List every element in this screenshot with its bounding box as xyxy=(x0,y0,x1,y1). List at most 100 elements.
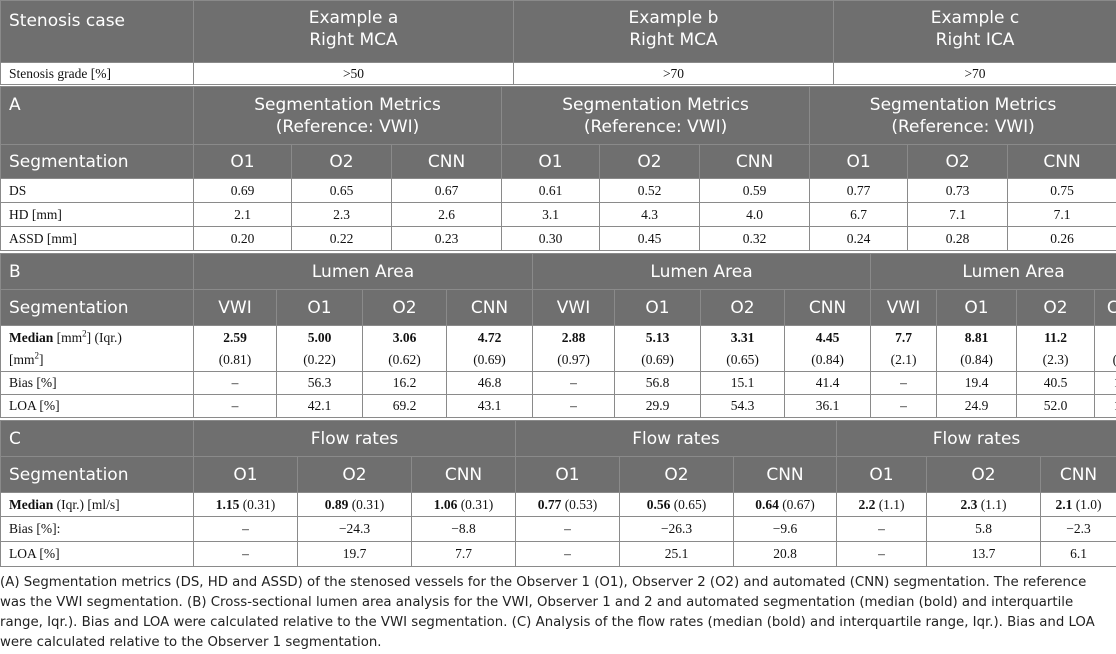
iqr-value: (0.84) xyxy=(811,351,844,367)
iqr-value: (0.69) xyxy=(641,351,674,367)
table-cell: – xyxy=(193,394,277,418)
table-cell: −9.6 xyxy=(733,516,837,542)
group-title-line1: Segmentation Metrics xyxy=(869,94,1057,115)
median-value: 1.06 xyxy=(433,496,458,512)
median-unit-tail: ] (Iqr.) xyxy=(86,329,122,345)
column-header-o2: O2 xyxy=(907,144,1009,179)
median-cell: 4.72 (0.69) xyxy=(445,325,534,372)
caption-c-letter: C xyxy=(516,615,527,630)
segmentation-label: Segmentation xyxy=(0,456,194,493)
table-cell: 36.1 xyxy=(784,394,872,418)
table-cell: 0.65 xyxy=(291,178,392,203)
table-cell: 0.20 xyxy=(193,226,292,251)
table-cell: 0.26 xyxy=(1007,226,1116,251)
column-header-o1: O1 xyxy=(836,456,927,493)
table-cell: 25.1 xyxy=(619,541,734,567)
table-cell: 16.2 xyxy=(362,371,447,395)
lumen-area-group-b: Lumen Area xyxy=(532,253,872,290)
table-cell: 15.9 xyxy=(1094,371,1116,395)
table-cell: 3.1 xyxy=(501,202,601,227)
column-header-cnn: CNN xyxy=(733,456,837,493)
caption-b-letter: B xyxy=(192,595,202,610)
table-cell: 0.45 xyxy=(599,226,701,251)
caption-a-text: Segmentation metrics (DS, HD and ASSD) o… xyxy=(0,575,1087,610)
table-cell: 56.3 xyxy=(276,371,363,395)
median-value: 2.88 xyxy=(561,329,586,345)
table-cell: 2.6 xyxy=(390,202,503,227)
median-cell: 0.77 (0.53) xyxy=(515,492,620,517)
row-label: LOA [%] xyxy=(0,394,194,418)
column-header-cnn: CNN xyxy=(445,289,534,326)
median-cell: 8.8(1.9) xyxy=(1094,325,1116,372)
median-value: 11.2 xyxy=(1044,329,1067,345)
row-label: Bias [%]: xyxy=(0,516,194,542)
median-value: 5.13 xyxy=(645,329,670,345)
median-flow-unit: (Iqr.) [ml/s] xyxy=(53,496,120,512)
column-header-o1: O1 xyxy=(193,456,298,493)
median-value: 2.59 xyxy=(223,329,247,345)
table-cell: 2.3 xyxy=(291,202,392,227)
median-cell: 7.7 (2.1) xyxy=(870,325,938,372)
median-value: 8.81 xyxy=(964,329,989,345)
column-header-o1: O1 xyxy=(276,289,363,326)
column-header-cnn: CNN xyxy=(1094,289,1116,326)
table-cell: 52.0 xyxy=(1016,394,1096,418)
column-header-o1: O1 xyxy=(501,144,601,179)
example-c-line2: Right ICA xyxy=(935,30,1015,50)
column-header-o1: O1 xyxy=(614,289,702,326)
table-cell: 0.32 xyxy=(699,226,811,251)
column-header-o2: O2 xyxy=(297,456,412,493)
iqr-unit: [mm xyxy=(9,351,35,367)
median-value: 4.72 xyxy=(477,329,502,345)
iqr-value: (0.69) xyxy=(473,351,506,367)
median-cell: 8.81 (0.84) xyxy=(936,325,1018,372)
iqr-value: (0.67) xyxy=(778,496,815,512)
median-cell: 2.1 (1.0) xyxy=(1040,492,1116,517)
table-cell: 0.22 xyxy=(291,226,392,251)
segmentation-metrics-table: A Segmentation Metrics (Reference: VWI) … xyxy=(0,86,1116,251)
table-cell: 0.23 xyxy=(390,226,503,251)
section-b-letter: B xyxy=(0,253,194,290)
table-cell: 17.8 xyxy=(1094,394,1116,418)
median-cell: 3.31 (0.65) xyxy=(700,325,786,372)
median-value: 2.3 xyxy=(960,496,978,512)
table-cell: – xyxy=(870,394,938,418)
table-cell: −26.3 xyxy=(619,516,734,542)
iqr-value: (1.0) xyxy=(1072,496,1102,512)
stenosis-grade-a: >50 xyxy=(193,62,514,85)
table-cell: 43.1 xyxy=(445,394,534,418)
table-cell: – xyxy=(193,371,277,395)
column-header-vwi: VWI xyxy=(870,289,938,326)
caption-c-text: Analysis of the flow rates (median (bold… xyxy=(0,615,1095,650)
example-b-line1: Example b xyxy=(628,8,719,28)
segmentation-metrics-group-b: Segmentation Metrics (Reference: VWI) xyxy=(501,86,811,145)
stenosis-case-header: Stenosis case xyxy=(0,0,194,63)
flow-rates-group-b: Flow rates xyxy=(515,420,837,457)
column-header-o2: O2 xyxy=(926,456,1041,493)
stenosis-grade-c: >70 xyxy=(833,62,1116,85)
segmentation-label: Segmentation xyxy=(0,289,194,326)
table-cell: −24.3 xyxy=(297,516,412,542)
column-header-o2: O2 xyxy=(291,144,392,179)
median-value: 7.7 xyxy=(895,329,912,345)
group-title-line2: (Reference: VWI) xyxy=(583,116,728,137)
median-cell: 3.06 (0.62) xyxy=(362,325,447,372)
table-cell: 41.4 xyxy=(784,371,872,395)
table-cell: 69.2 xyxy=(362,394,447,418)
table-cell: 0.61 xyxy=(501,178,601,203)
column-header-cnn: CNN xyxy=(1040,456,1116,493)
table-cell: 56.8 xyxy=(614,371,702,395)
column-header-o1: O1 xyxy=(809,144,909,179)
table-cell: 7.7 xyxy=(411,541,516,567)
iqr-value: (0.62) xyxy=(388,351,421,367)
table-cell: 7.1 xyxy=(907,202,1009,227)
median-cell: 2.88 (0.97) xyxy=(532,325,616,372)
median-cell: 2.2 (1.1) xyxy=(836,492,927,517)
example-b-header: Example b Right MCA xyxy=(513,0,834,63)
table-cell: 15.1 xyxy=(700,371,786,395)
column-header-cnn: CNN xyxy=(699,144,811,179)
table-cell: 0.73 xyxy=(907,178,1009,203)
unit-superscript: 2 xyxy=(34,350,40,360)
median-value: 5.00 xyxy=(307,329,332,345)
table-cell: – xyxy=(193,516,298,542)
